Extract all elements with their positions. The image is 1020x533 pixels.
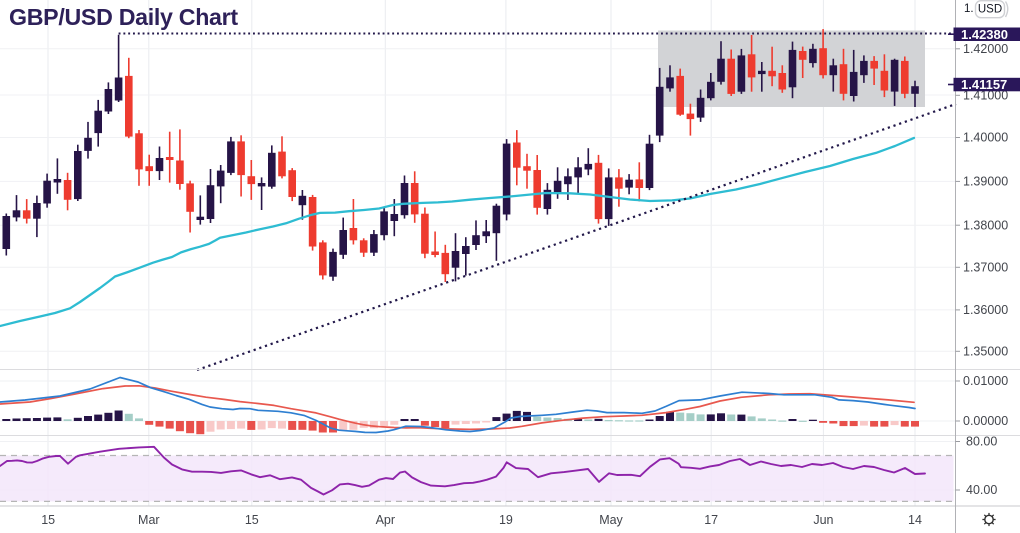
svg-text:1.42000: 1.42000 bbox=[963, 42, 1008, 56]
svg-text:15: 15 bbox=[245, 513, 259, 527]
svg-text:Apr: Apr bbox=[376, 513, 395, 527]
svg-text:1.: 1. bbox=[964, 3, 974, 15]
svg-text:0.00000: 0.00000 bbox=[963, 414, 1008, 428]
svg-text:May: May bbox=[599, 513, 623, 527]
svg-text:14: 14 bbox=[908, 513, 922, 527]
svg-text:1.38000: 1.38000 bbox=[963, 218, 1008, 232]
svg-text:1.39000: 1.39000 bbox=[963, 175, 1008, 189]
svg-text:1.41157: 1.41157 bbox=[961, 77, 1007, 92]
svg-text:1.37000: 1.37000 bbox=[963, 261, 1008, 275]
svg-text:1.35000: 1.35000 bbox=[963, 345, 1008, 359]
svg-text:Mar: Mar bbox=[138, 513, 160, 527]
svg-text:GBP/USD Daily Chart: GBP/USD Daily Chart bbox=[9, 4, 238, 30]
svg-text:19: 19 bbox=[499, 513, 513, 527]
svg-text:USD: USD bbox=[978, 4, 1002, 16]
svg-text:Jun: Jun bbox=[813, 513, 833, 527]
svg-text:80.00: 80.00 bbox=[966, 435, 997, 449]
svg-text:1.42380: 1.42380 bbox=[961, 27, 1008, 42]
svg-text:15: 15 bbox=[41, 513, 55, 527]
svg-text:1.36000: 1.36000 bbox=[963, 303, 1008, 317]
svg-text:0.01000: 0.01000 bbox=[963, 374, 1008, 388]
svg-text:1.41000: 1.41000 bbox=[963, 89, 1008, 103]
svg-text:40.00: 40.00 bbox=[966, 483, 997, 497]
svg-text:1.40000: 1.40000 bbox=[963, 131, 1008, 145]
svg-text:17: 17 bbox=[704, 513, 718, 527]
